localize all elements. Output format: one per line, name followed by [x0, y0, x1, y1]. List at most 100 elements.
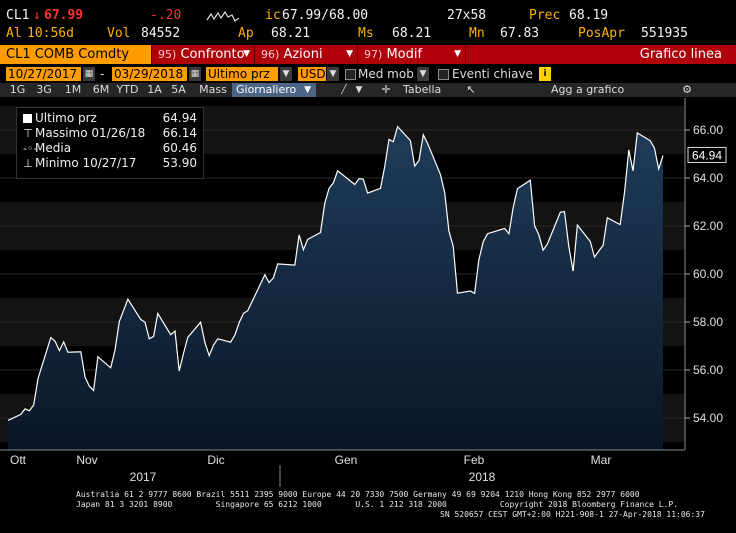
compare-label: Confronto [180, 47, 245, 62]
chevron-down-icon: ▼ [346, 49, 353, 59]
start-date-field[interactable]: 10/27/2017 [6, 67, 81, 81]
table-button[interactable]: Tabella [403, 83, 442, 96]
last-price: 67.99 [44, 8, 84, 23]
key-events-label: Eventi chiave [452, 67, 533, 81]
y-tick-label: 58.00 [693, 315, 723, 329]
frequency-label: Giornaliero [236, 83, 297, 96]
average-marker-icon: -◦- [23, 142, 38, 155]
key-events-checkbox[interactable] [438, 69, 449, 80]
chevron-down-icon[interactable]: ▼ [417, 67, 429, 81]
chevron-down-icon[interactable]: ▼ [327, 67, 339, 81]
sparkline-icon [206, 10, 240, 22]
period-button[interactable]: 1G [9, 83, 26, 96]
currency-selector[interactable]: USD [298, 67, 326, 81]
calendar-icon[interactable]: ▦ [83, 67, 95, 81]
chevron-down-icon: ▼ [304, 85, 311, 95]
calendar-icon[interactable]: ▦ [189, 67, 201, 81]
y-tick-label: 54.00 [693, 411, 723, 425]
legend-avg-row: -◦- Media 60.46 [23, 141, 197, 156]
price-chart[interactable]: 54.00 56.00 58.00 60.00 62.00 64.00 66.00 Ott N… [0, 98, 736, 488]
date-separator: - [100, 67, 105, 81]
edit-button[interactable]: 97) Modif ▼ [358, 45, 466, 64]
volume-label: Vol [107, 26, 131, 41]
security-field[interactable]: CL1 COMB Comdty [0, 45, 152, 64]
compare-number: 95) [158, 48, 177, 61]
last-value-label: 64.94 [692, 148, 722, 162]
last-value-marker: 64.94 [687, 146, 727, 163]
prev-label: Prec [529, 8, 561, 23]
y-tick-label: 60.00 [693, 267, 723, 281]
x-year-label: 2017 [130, 470, 157, 484]
bid-ask-size: 27x58 [447, 8, 487, 23]
at-label: Al [6, 26, 22, 41]
end-date-field[interactable]: 03/29/2018 [112, 67, 187, 81]
compare-button[interactable]: 95) Confronto ▼ [152, 45, 255, 64]
open-label: Ap [238, 26, 254, 41]
range-label: ic [265, 8, 281, 23]
period-button[interactable]: 1M [64, 83, 82, 96]
legend-min-value: 53.90 [162, 156, 197, 170]
y-tick-label: 64.00 [693, 171, 723, 185]
low-label: Mn [469, 26, 485, 41]
actions-button[interactable]: 96) Azioni ▼ [255, 45, 358, 64]
period-button[interactable]: 1A [147, 83, 162, 96]
chevron-down-icon[interactable]: ▼ [280, 67, 292, 81]
high-label: Ms [358, 26, 374, 41]
legend-max-value: 66.14 [162, 126, 197, 140]
prev-close: 68.19 [569, 8, 609, 23]
ticker: CL1 [6, 8, 30, 23]
security-label: CL1 COMB Comdty [6, 47, 130, 62]
period-button[interactable]: YTD [116, 83, 139, 96]
price-area [8, 126, 663, 450]
field-selector[interactable]: Ultimo prz [206, 67, 278, 81]
y-axis-ticks: 54.00 56.00 58.00 60.00 62.00 64.00 66.00 [685, 123, 723, 425]
draw-tool-icon[interactable]: ╱ [341, 85, 347, 95]
edit-number: 97) [364, 48, 383, 61]
gear-icon[interactable]: ⚙ [682, 83, 692, 96]
zoom-in-icon[interactable]: ↖ [466, 83, 476, 96]
last-value-box [687, 146, 727, 163]
legend-last-label: Ultimo prz [35, 111, 97, 125]
bid-ask-range: 67.99/68.00 [282, 8, 369, 23]
y-tick-label: 66.00 [693, 123, 723, 137]
legend-last-value: 64.94 [162, 111, 197, 125]
x-tick-label: Dic [207, 453, 224, 467]
actions-number: 96) [261, 48, 280, 61]
x-tick-label: Feb [464, 453, 485, 467]
quote-time: 10:56d [27, 26, 74, 41]
legend-avg-value: 60.46 [162, 141, 197, 155]
frequency-selector[interactable]: Giornaliero ▼ [232, 83, 316, 97]
add-to-chart-button[interactable]: Agg a grafico [551, 83, 625, 96]
chart-type-title: Grafico linea [466, 45, 736, 64]
period-toolbar: 1G 3G 1M 6M YTD 1A 5A Mass Giornaliero ▼… [0, 83, 736, 97]
footer-session: SN 520657 CEST GMT+2:00 H221-908-1 27-Ap… [440, 510, 705, 519]
open-price: 68.21 [271, 26, 311, 41]
period-button[interactable]: 3G [36, 83, 52, 96]
legend-avg-label: Media [35, 141, 72, 155]
chevron-down-icon[interactable]: ▼ [355, 85, 363, 95]
info-icon[interactable]: i [539, 67, 551, 81]
high-price: 68.21 [392, 26, 432, 41]
x-axis-ticks: Ott Nov Dic Gen Feb Mar 2017 2018 [10, 453, 611, 484]
period-button[interactable]: 5A [171, 83, 186, 96]
high-marker-icon: ⊤ [23, 127, 33, 140]
moving-average-checkbox[interactable] [345, 69, 356, 80]
low-marker-icon: ⊥ [23, 157, 33, 170]
chart-legend[interactable]: Ultimo prz 64.94 ⊤ Massimo 01/26/18 66.1… [16, 107, 204, 179]
legend-last-row: Ultimo prz 64.94 [23, 111, 197, 126]
edit-label: Modif [386, 47, 423, 62]
down-arrow-icon: ↓ [33, 8, 41, 23]
legend-swatch [23, 114, 32, 123]
x-tick-label: Mar [591, 453, 612, 467]
price-line [7, 125, 664, 421]
quote-row-1: CL1 ↓ 67.99 -.20 ic 67.99/68.00 27x58 Pr… [0, 8, 736, 24]
net-change: -.20 [150, 8, 182, 23]
x-tick-label: Nov [76, 453, 97, 467]
period-button[interactable]: Mass [199, 83, 227, 96]
crosshair-icon[interactable]: ✛ [381, 83, 391, 96]
function-toolbar: CL1 COMB Comdty 95) Confronto ▼ 96) Azio… [0, 45, 736, 64]
x-year-label: 2018 [469, 470, 496, 484]
low-price: 67.83 [500, 26, 540, 41]
period-button[interactable]: 6M [92, 83, 110, 96]
x-tick-label: Ott [10, 453, 27, 467]
